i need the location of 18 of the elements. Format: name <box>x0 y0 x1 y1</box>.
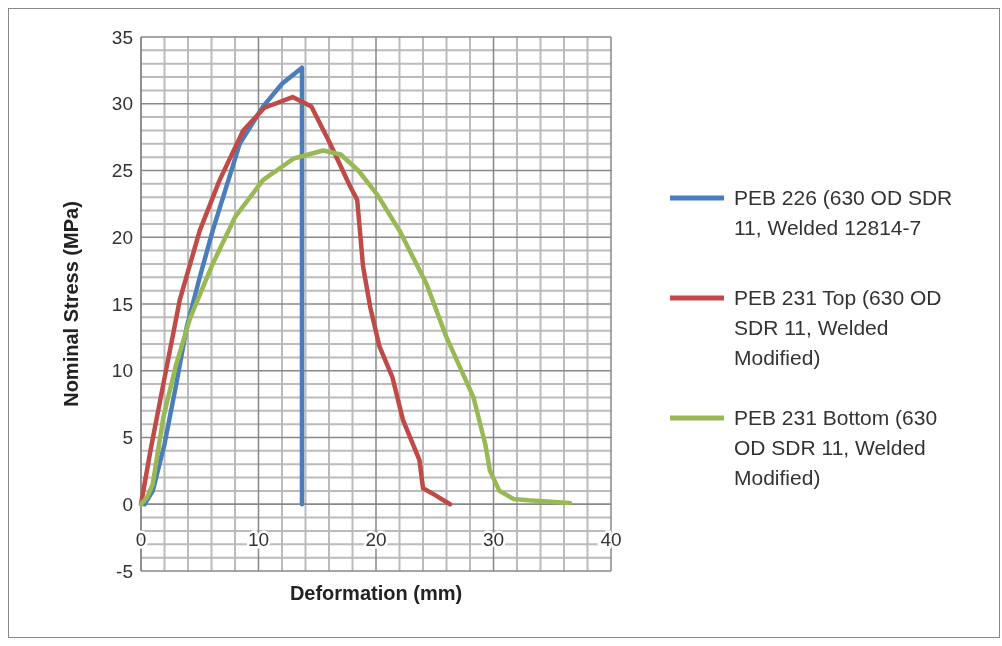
y-axis-title: Nominal Stress (MPa) <box>60 201 82 407</box>
y-tick-label: 20 <box>111 226 133 248</box>
y-tick-label: 35 <box>111 26 133 48</box>
y-tick-label: 15 <box>111 293 133 315</box>
y-tick-label: 10 <box>111 360 133 382</box>
legend-label: PEB 231 Bottom (630 OD SDR 11, Welded Modified) <box>734 406 938 490</box>
x-axis-title: Deformation (mm) <box>289 582 463 604</box>
y-tick-label: -5 <box>116 560 133 582</box>
legend-label: PEB 226 (630 OD SDR 11, Welded 12814-7 <box>734 186 953 240</box>
line-series <box>138 94 453 507</box>
y-tick-label: 5 <box>122 427 133 449</box>
x-tick-label: 40 <box>600 529 622 551</box>
y-tick-label: 0 <box>122 493 133 515</box>
legend-label: PEB 231 Top (630 OD SDR 11, Welded Modified) <box>734 286 942 370</box>
y-tick-label: 30 <box>111 93 133 115</box>
x-tick-label: 20 <box>365 529 387 551</box>
y-tick-label: 25 <box>111 160 133 182</box>
line-series <box>138 148 573 507</box>
